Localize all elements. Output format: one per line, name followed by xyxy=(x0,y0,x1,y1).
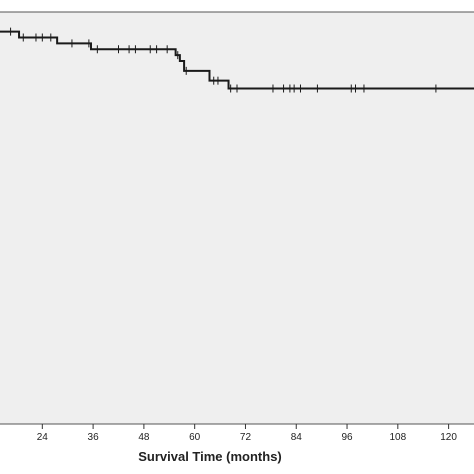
x-tick-label: 96 xyxy=(341,432,353,443)
x-axis-title: Survival Time (months) xyxy=(138,449,282,464)
x-tick-label: 120 xyxy=(440,432,457,443)
x-tick-label: 108 xyxy=(389,432,406,443)
x-tick-label: 48 xyxy=(138,432,150,443)
x-tick-label: 84 xyxy=(291,432,303,443)
x-axis-ticks: 24 36 48 60 72 84 96 108 120 xyxy=(37,424,457,443)
x-tick-label: 24 xyxy=(37,432,49,443)
x-tick-label: 36 xyxy=(88,432,100,443)
plot-area xyxy=(0,11,474,425)
x-tick-label: 72 xyxy=(240,432,252,443)
x-tick-label: 60 xyxy=(189,432,201,443)
censor-marks xyxy=(10,27,437,93)
